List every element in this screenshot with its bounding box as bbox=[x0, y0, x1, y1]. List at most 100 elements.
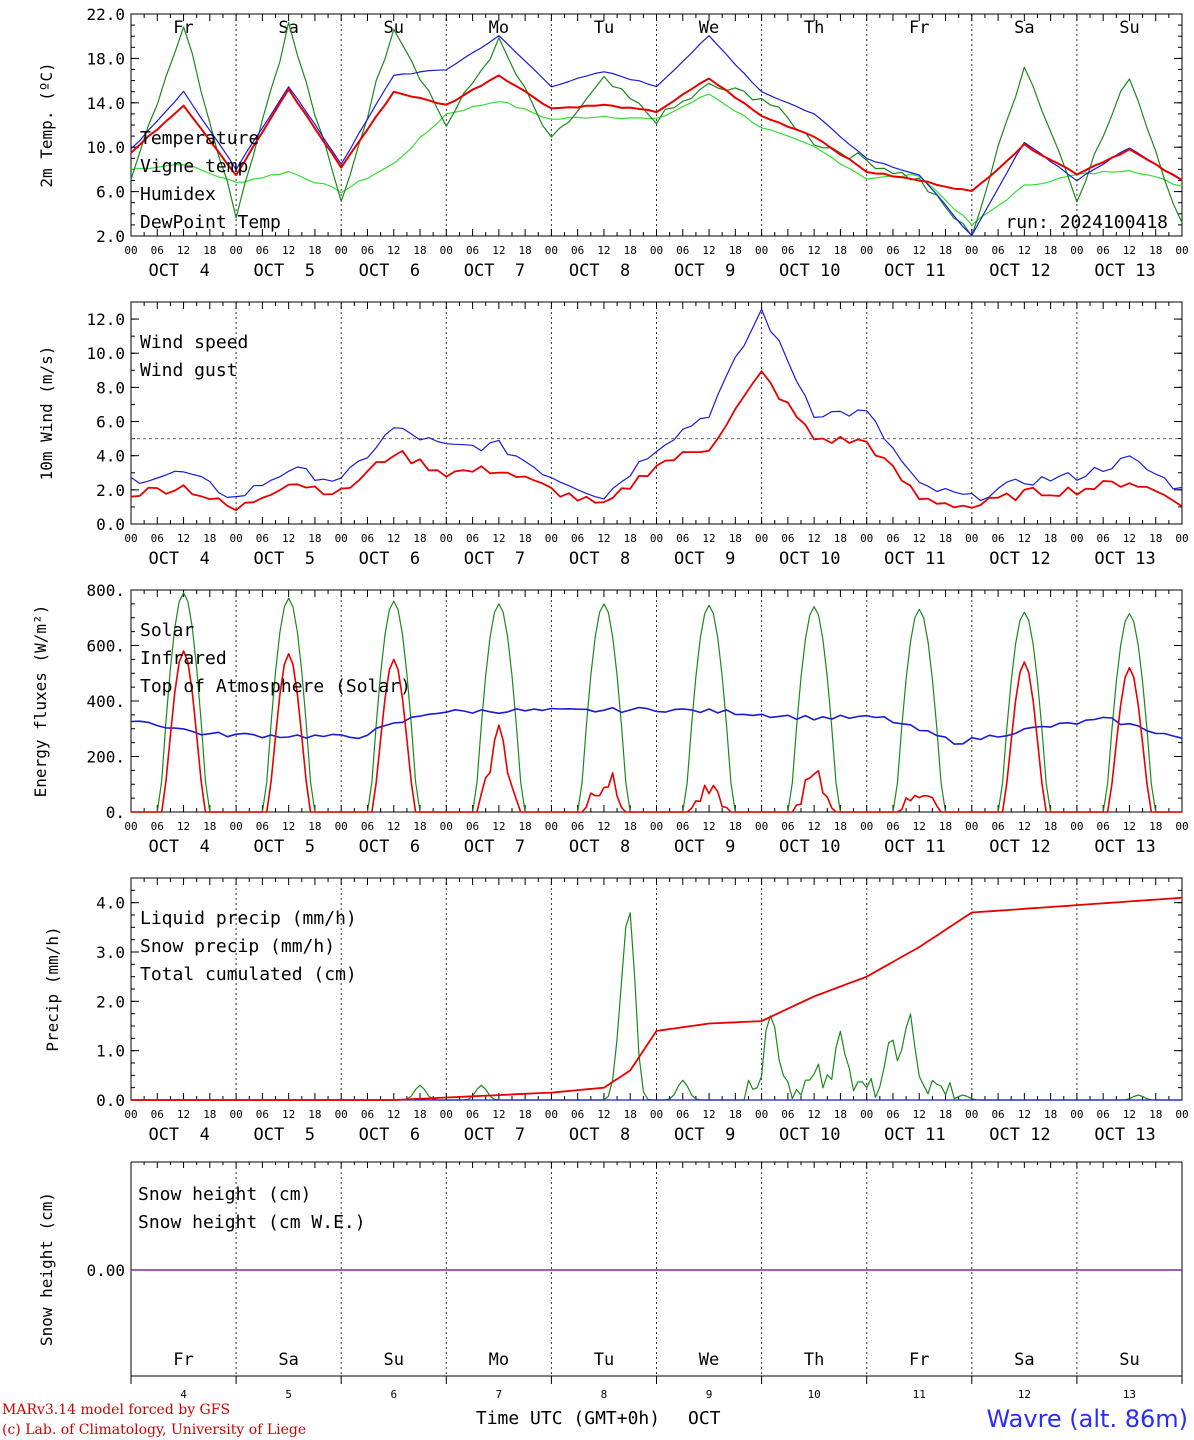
hour-tick-label: 06 bbox=[466, 532, 479, 545]
day-number-label: 11 bbox=[913, 1388, 926, 1401]
date-label: OCT 5 bbox=[254, 1125, 315, 1145]
hour-tick-label: 18 bbox=[729, 244, 742, 257]
date-label: OCT 10 bbox=[779, 837, 840, 857]
hour-tick-label: 06 bbox=[466, 820, 479, 833]
hour-tick-label: 06 bbox=[886, 1108, 899, 1121]
y-axis-title: Energy fluxes (W/m²) bbox=[31, 605, 50, 798]
date-label: OCT 8 bbox=[569, 1125, 630, 1145]
hour-tick-label: 00 bbox=[335, 532, 348, 545]
hour-tick-label: 18 bbox=[1044, 244, 1057, 257]
date-label: OCT 5 bbox=[254, 549, 315, 569]
day-number-label: 13 bbox=[1123, 1388, 1136, 1401]
day-name-label: Fr bbox=[909, 1350, 929, 1370]
y-axis-title: Precip (mm/h) bbox=[43, 926, 62, 1051]
date-label: OCT 8 bbox=[569, 837, 630, 857]
hour-tick-label: 12 bbox=[387, 244, 400, 257]
hour-tick-label: 00 bbox=[1175, 820, 1188, 833]
hour-tick-label: 06 bbox=[991, 1108, 1004, 1121]
legend-entry: Top of Atmosphere (Solar) bbox=[140, 676, 411, 697]
date-label: OCT 10 bbox=[779, 549, 840, 569]
hour-tick-label: 06 bbox=[781, 532, 794, 545]
y-tick-label: 400. bbox=[86, 692, 125, 711]
date-label: OCT 4 bbox=[148, 837, 209, 857]
x-axis-title: Time UTC (GMT+0h) bbox=[476, 1408, 660, 1429]
y-tick-label: 6.0 bbox=[96, 183, 125, 202]
lab-credit: (c) Lab. of Climatology, University of L… bbox=[2, 1422, 306, 1438]
y-tick-label: 6.0 bbox=[96, 413, 125, 432]
y-tick-label: 2.0 bbox=[96, 227, 125, 246]
date-label: OCT 12 bbox=[989, 549, 1050, 569]
day-name-label: Su bbox=[384, 1350, 404, 1370]
hour-tick-label: 18 bbox=[203, 244, 216, 257]
hour-tick-label: 06 bbox=[256, 244, 269, 257]
hour-tick-label: 12 bbox=[702, 1108, 715, 1121]
hour-tick-label: 00 bbox=[860, 820, 873, 833]
hour-tick-label: 18 bbox=[939, 244, 952, 257]
series-solar-line bbox=[131, 650, 1182, 813]
hour-tick-label: 12 bbox=[282, 820, 295, 833]
hour-tick-label: 00 bbox=[965, 532, 978, 545]
date-label: OCT 11 bbox=[884, 549, 945, 569]
hour-tick-label: 00 bbox=[860, 1108, 873, 1121]
day-name-label: Fr bbox=[909, 18, 929, 38]
date-label: OCT 7 bbox=[464, 549, 525, 569]
hour-tick-label: 00 bbox=[1070, 1108, 1083, 1121]
hour-tick-label: 06 bbox=[361, 820, 374, 833]
date-label: OCT 5 bbox=[254, 837, 315, 857]
hour-tick-label: 00 bbox=[545, 820, 558, 833]
day-name-label: Fr bbox=[173, 1350, 193, 1370]
hour-tick-label: 06 bbox=[676, 1108, 689, 1121]
hour-tick-label: 00 bbox=[860, 244, 873, 257]
hour-tick-label: 12 bbox=[492, 532, 505, 545]
date-label: OCT 9 bbox=[674, 837, 735, 857]
date-label: OCT 13 bbox=[1094, 837, 1155, 857]
hour-tick-label: 12 bbox=[177, 532, 190, 545]
legend-entry: Humidex bbox=[140, 184, 216, 205]
date-label: OCT 4 bbox=[148, 261, 209, 281]
energy-panel: 800. 600. 400. 200. 0. Energy fluxes (W/m²) So… bbox=[31, 581, 1189, 857]
day-name-label: Sa bbox=[278, 1350, 298, 1370]
hour-tick-label: 12 bbox=[597, 1108, 610, 1121]
hour-tick-label: 06 bbox=[361, 244, 374, 257]
hour-tick-label: 00 bbox=[755, 1108, 768, 1121]
day-number-label: 10 bbox=[808, 1388, 821, 1401]
y-tick-label: 10.0 bbox=[86, 138, 125, 157]
series-vigne-temp-line bbox=[130, 21, 1183, 237]
hour-tick-label: 00 bbox=[755, 532, 768, 545]
hour-tick-label: 18 bbox=[308, 1108, 321, 1121]
hour-tick-label: 18 bbox=[413, 1108, 426, 1121]
hour-tick-label: 12 bbox=[177, 820, 190, 833]
hour-tick-label: 00 bbox=[545, 1108, 558, 1121]
hour-tick-label: 06 bbox=[991, 244, 1004, 257]
hour-tick-label: 18 bbox=[1044, 1108, 1057, 1121]
hour-tick-label: 12 bbox=[387, 1108, 400, 1121]
hour-tick-label: 00 bbox=[1070, 244, 1083, 257]
hour-tick-label: 12 bbox=[282, 1108, 295, 1121]
hour-tick-label: 00 bbox=[965, 820, 978, 833]
hour-axis: 00 06 12 18 00 06 12 18 00 06 12 18 00 06 12 18 00 06 12 18… bbox=[124, 244, 1188, 257]
date-label: OCT 7 bbox=[464, 1125, 525, 1145]
hour-tick-label: 06 bbox=[781, 1108, 794, 1121]
series-total-cumulated-line bbox=[131, 896, 1183, 1101]
date-label: OCT 8 bbox=[569, 549, 630, 569]
hour-tick-label: 00 bbox=[545, 532, 558, 545]
hour-tick-label: 00 bbox=[1175, 532, 1188, 545]
legend-entry: Snow height (cm) bbox=[138, 1184, 311, 1205]
hour-tick-label: 00 bbox=[650, 532, 663, 545]
hour-tick-label: 00 bbox=[545, 244, 558, 257]
hour-tick-label: 12 bbox=[1123, 820, 1136, 833]
hour-tick-label: 12 bbox=[597, 532, 610, 545]
y-axis-title: 10m Wind (m/s) bbox=[37, 346, 56, 481]
hour-tick-label: 06 bbox=[676, 244, 689, 257]
day-number-label: 6 bbox=[390, 1388, 397, 1401]
series-dewpoint-temp-line bbox=[130, 93, 1183, 226]
hour-tick-label: 12 bbox=[1018, 820, 1031, 833]
hour-tick-label: 00 bbox=[335, 244, 348, 257]
hour-tick-label: 00 bbox=[124, 820, 137, 833]
hour-tick-label: 18 bbox=[624, 532, 637, 545]
hour-tick-label: 12 bbox=[387, 532, 400, 545]
hour-tick-label: 12 bbox=[597, 820, 610, 833]
hour-tick-label: 06 bbox=[991, 820, 1004, 833]
day-number-label: 12 bbox=[1018, 1388, 1031, 1401]
